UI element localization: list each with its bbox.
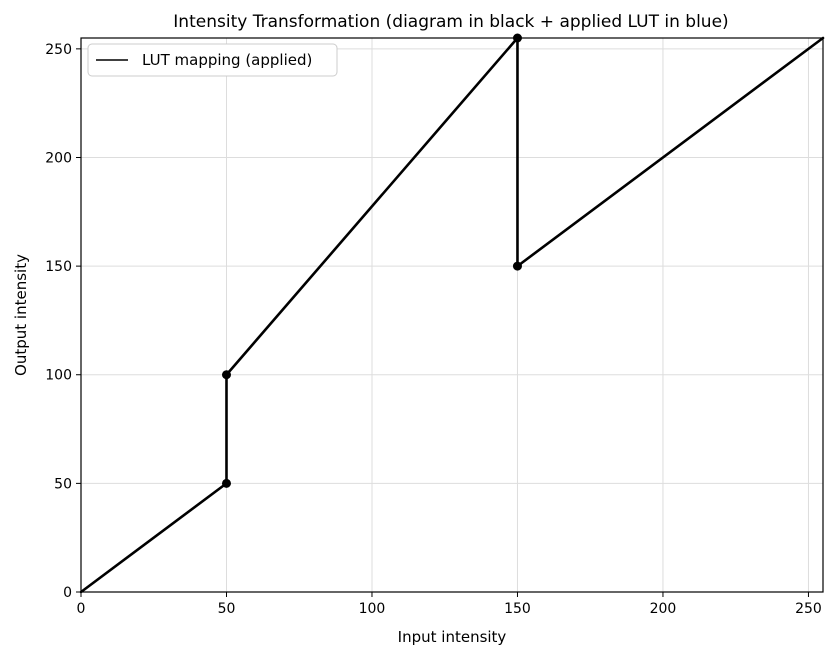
legend-box — [87, 43, 338, 77]
y-tick-label: 250 — [45, 42, 72, 58]
y-axis-ticks: 0 50 100 150 200 250 — [45, 42, 81, 601]
x-axis-label: Input intensity — [398, 628, 507, 646]
y-tick-label: 0 — [63, 585, 72, 601]
x-tick-label: 100 — [359, 601, 386, 617]
y-tick-label: 100 — [45, 368, 72, 384]
markers-layer — [221, 33, 522, 488]
data-point-marker — [221, 370, 231, 380]
legend: LUT mapping (applied) — [87, 43, 338, 77]
chart-title: Intensity Transformation (diagram in bla… — [173, 12, 728, 32]
plot-frame — [80, 37, 824, 593]
y-axis-label: Output intensity — [12, 254, 30, 376]
data-point-marker — [512, 261, 522, 271]
series-line — [79, 36, 825, 594]
x-tick-label: 200 — [650, 601, 677, 617]
legend-label: LUT mapping (applied) — [142, 51, 312, 69]
series-layer — [79, 36, 825, 594]
x-tick-label: 250 — [795, 601, 822, 617]
x-tick-label: 0 — [77, 601, 86, 617]
y-tick-label: 150 — [45, 259, 72, 275]
x-tick-label: 50 — [218, 601, 236, 617]
x-tick-label: 150 — [504, 601, 531, 617]
data-point-marker — [221, 478, 231, 488]
x-axis-ticks: 0 50 100 150 200 250 — [77, 592, 822, 617]
y-tick-label: 200 — [45, 150, 72, 166]
y-tick-label: 50 — [54, 476, 72, 492]
